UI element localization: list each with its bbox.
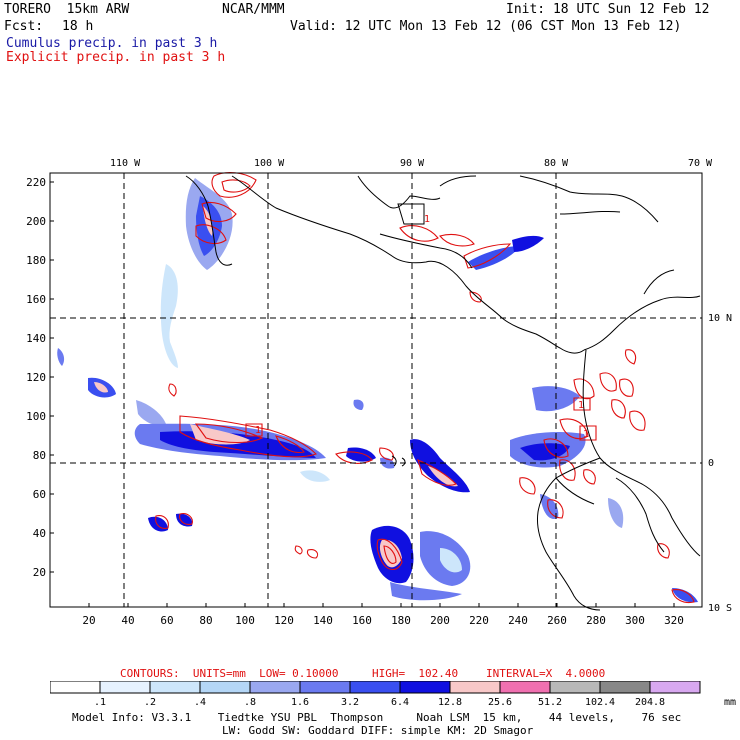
colorbar-label: .2: [144, 697, 156, 708]
colorbar-swatch: [199, 681, 251, 694]
colorbar-label: 6.4: [391, 697, 409, 708]
lon-label-80w: 80 W: [544, 158, 569, 169]
x-tick-label: 280: [586, 614, 606, 627]
colorbar-units: mm: [724, 697, 736, 708]
colorbar-swatch: [349, 681, 401, 694]
colorbar-label: 51.2: [538, 697, 562, 708]
y-tick-labels: 220 200 180 160 140 120 100 80 60 40 20: [26, 176, 46, 579]
x-tick-label: 120: [274, 614, 294, 627]
colorbar-swatch: [50, 681, 101, 694]
x-tick-label: 20: [82, 614, 95, 627]
colorbar-swatch: [649, 681, 701, 694]
colorbar-label: .8: [244, 697, 256, 708]
y-tick-label: 80: [33, 449, 46, 462]
contour-value-labels: 1 1 1 1: [255, 214, 589, 440]
lat-label-0: 0: [708, 458, 714, 469]
x-tick-label: 40: [121, 614, 134, 627]
x-tick-labels: 20 40 60 80 100 120 140 160 180 200 220 …: [82, 614, 684, 627]
x-tick-label: 300: [625, 614, 645, 627]
longitude-labels: 110 W 100 W 90 W 80 W 70 W: [110, 158, 713, 169]
field-title-cumulus: Cumulus precip. in past 3 h: [6, 36, 218, 51]
x-tick-label: 160: [352, 614, 372, 627]
y-tick-label: 120: [26, 371, 46, 384]
precip-map: 1 1 1 1 110 W 100 W 90 W 80 W 70 W 10 N …: [26, 158, 732, 627]
axis-ticks: [50, 181, 675, 607]
y-tick-label: 180: [26, 254, 46, 267]
x-tick-label: 200: [430, 614, 450, 627]
colorbar-swatch: [599, 681, 651, 694]
colorbar-swatch: [99, 681, 151, 694]
center-name: NCAR/MMM: [222, 2, 285, 17]
y-tick-label: 220: [26, 176, 46, 189]
colorbar-label: 3.2: [341, 697, 359, 708]
lon-label-100w: 100 W: [254, 158, 285, 169]
x-tick-label: 140: [313, 614, 333, 627]
lon-label-70w: 70 W: [688, 158, 713, 169]
forecast-label: Fcst:: [4, 19, 44, 34]
colorbar-label: .4: [194, 697, 206, 708]
model-name: TORERO 15km ARW: [4, 2, 130, 17]
lon-label-90w: 90 W: [400, 158, 425, 169]
colorbar-label: 12.8: [438, 697, 462, 708]
colorbar-label: 204.8: [635, 697, 665, 708]
colorbar-swatch: [499, 681, 551, 694]
contour-label: 1: [578, 400, 584, 411]
y-tick-label: 40: [33, 527, 46, 540]
forecast-hour: 18 h: [62, 19, 94, 34]
colorbar-swatch: [449, 681, 501, 694]
colorbar-swatch: [549, 681, 601, 694]
contour-interval: INTERVAL=X 4.0000: [486, 667, 606, 680]
valid-time: Valid: 12 UTC Mon 13 Feb 12 (06 CST Mon …: [290, 19, 682, 34]
colorbar-swatches: [50, 681, 701, 694]
x-tick-label: 180: [391, 614, 411, 627]
y-tick-label: 60: [33, 488, 46, 501]
model-info-line1: Model Info: V3.3.1 Tiedtke YSU PBL Thomp…: [72, 711, 682, 724]
x-tick-label: 240: [508, 614, 528, 627]
lat-label-10n: 10 N: [708, 313, 732, 324]
colorbar-swatch: [299, 681, 351, 694]
colorbar-label: 102.4: [585, 697, 615, 708]
lon-label-110w: 110 W: [110, 158, 141, 169]
colorbar-swatch: [249, 681, 301, 694]
cumulus-precip-fills: [57, 178, 698, 603]
model-info-line2: LW: Godd SW: Goddard DIFF: simple KM: 2D…: [222, 724, 534, 737]
contour-label: 1: [255, 425, 261, 436]
x-tick-label: 260: [547, 614, 567, 627]
x-tick-label: 100: [235, 614, 255, 627]
y-tick-label: 160: [26, 293, 46, 306]
field-title-explicit: Explicit precip. in past 3 h: [6, 50, 226, 65]
explicit-precip-contours: [155, 171, 695, 604]
colorbar-label: 1.6: [291, 697, 309, 708]
x-tick-label: 60: [160, 614, 173, 627]
lat-label-10s: 10 S: [708, 603, 732, 614]
colorbar: .1.2.4.8 1.6 3.2 6.4 12.8 25.6 51.2 102.4 204.8 …: [50, 681, 736, 708]
y-tick-label: 100: [26, 410, 46, 423]
colorbar-label: 25.6: [488, 697, 512, 708]
x-tick-label: 320: [664, 614, 684, 627]
contour-label: 1: [424, 214, 430, 225]
map-frame: [49, 172, 703, 608]
contour-label: 1: [583, 429, 589, 440]
coastlines: [185, 175, 701, 611]
colorbar-swatch: [149, 681, 201, 694]
x-tick-label: 80: [199, 614, 212, 627]
x-tick-label: 220: [469, 614, 489, 627]
y-tick-label: 20: [33, 566, 46, 579]
colorbar-label: .1: [94, 697, 106, 708]
contour-high: HIGH= 102.40: [372, 667, 459, 680]
lat-lon-gridlines: [50, 173, 702, 607]
y-tick-label: 140: [26, 332, 46, 345]
y-tick-label: 200: [26, 215, 46, 228]
colorbar-swatch: [399, 681, 451, 694]
contour-info: CONTOURS: UNITS=mm LOW= 0.10000: [120, 667, 339, 680]
colorbar-labels: .1 .2 .4 .8 1.6 3.2 6.4 12.8 25.6 51.2 102.4 204.8: [94, 697, 665, 708]
init-time: Init: 18 UTC Sun 12 Feb 12: [506, 2, 710, 17]
latitude-labels: 10 N 0 10 S: [708, 313, 732, 614]
